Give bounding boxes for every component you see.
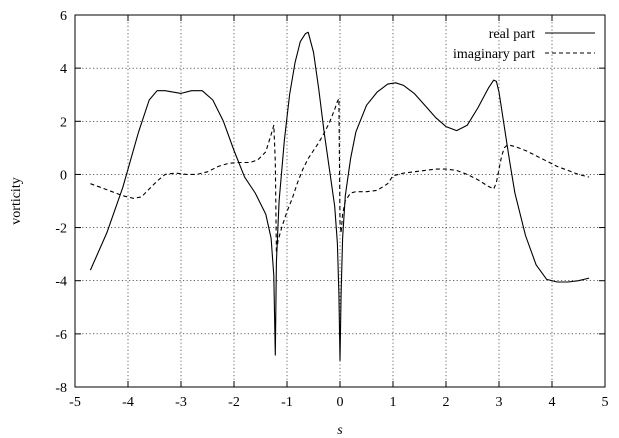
legend: real part imaginary part: [453, 27, 595, 62]
plot-series: [89, 31, 590, 361]
x-axis-label: s: [337, 423, 343, 438]
x-tick-label: -3: [175, 395, 187, 410]
y-tick-label: -8: [55, 381, 67, 396]
legend-label: real part: [489, 27, 535, 42]
y-tick-label: 2: [60, 115, 67, 130]
y-tick-label: -2: [55, 222, 67, 237]
x-tick-label: 5: [602, 395, 609, 410]
legend-label: imaginary part: [453, 47, 535, 62]
grid: [75, 15, 605, 387]
imaginary-part-series-line: [90, 98, 590, 254]
y-axis-label: vorticity: [9, 177, 24, 224]
x-tick-label: -2: [228, 395, 240, 410]
x-tick-label: 0: [337, 395, 344, 410]
x-tick-label: -5: [69, 395, 81, 410]
y-tick-label: 4: [60, 62, 67, 77]
y-tick-label: 6: [60, 9, 67, 24]
x-tick-label: 1: [390, 395, 397, 410]
x-tick-label: -4: [122, 395, 134, 410]
x-tick-label: -1: [281, 395, 293, 410]
real-part-series-line: [89, 31, 590, 361]
y-tick-label: 0: [60, 168, 67, 183]
y-tick-label: -6: [55, 328, 67, 343]
y-tick-label: -4: [55, 275, 67, 290]
x-tick-label: 2: [443, 395, 450, 410]
x-tick-label: 4: [549, 395, 556, 410]
axis-ticks: -5 -4 -3 -2 -1 0 1 2 3 4 5 -8 -6 -4 -2 0 2 4 6: [55, 9, 608, 410]
x-tick-label: 3: [496, 395, 503, 410]
